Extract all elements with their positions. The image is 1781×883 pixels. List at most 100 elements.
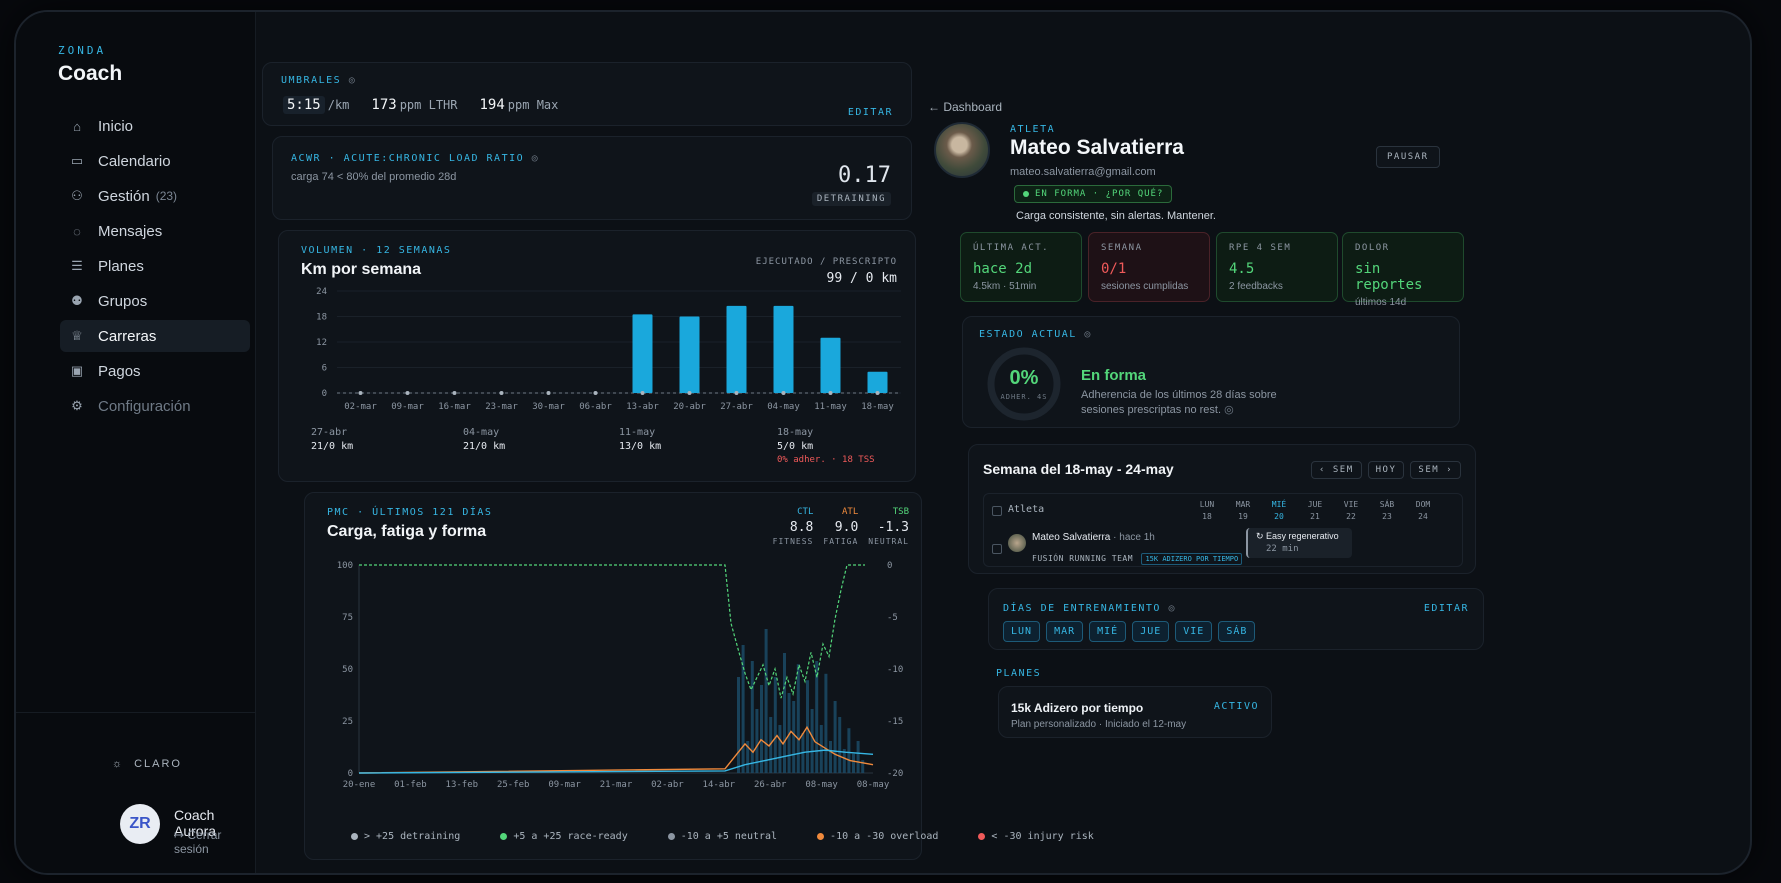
info-icon[interactable]: ◎ (348, 75, 357, 86)
volume-bar[interactable] (867, 371, 888, 393)
volume-x-tick: 11-may (814, 402, 847, 412)
metric-sub: FITNESS (772, 537, 814, 546)
sidebar-item-label: Planes (98, 257, 144, 275)
pmc-y2-tick: -20 (887, 769, 903, 779)
metric-sub: NEUTRAL (868, 537, 909, 546)
adherence-percent: 0% (1009, 367, 1039, 389)
volume-point (640, 391, 645, 395)
row-athlete[interactable]: Mateo Salvatierra · hace 1h (1032, 532, 1155, 543)
training-day-chip[interactable]: SÁB (1218, 621, 1256, 642)
max-value: 194 ppm Max (480, 97, 559, 113)
training-day-chip[interactable]: MIÉ (1089, 621, 1127, 642)
legend-label: -10 a -30 overload (830, 831, 939, 842)
theme-toggle[interactable]: ☼ CLARO (112, 758, 182, 770)
legend-dot-icon (978, 833, 986, 840)
pmc-load-bar (773, 677, 777, 773)
week-day-name: MAR (1235, 500, 1251, 509)
avatar[interactable]: ZR (120, 804, 160, 844)
info-icon[interactable]: ◎ (531, 153, 540, 164)
volume-bar[interactable] (679, 316, 700, 394)
plan-name: 15k Adizero por tiempo (1011, 701, 1144, 715)
pause-button[interactable]: PAUSAR (1376, 146, 1440, 168)
week-today-button[interactable]: HOY (1367, 461, 1405, 479)
info-icon[interactable]: ◎ (1168, 603, 1176, 614)
pmc-load-bar (750, 661, 754, 773)
training-day-chip[interactable]: JUE (1132, 621, 1170, 642)
estado-title: En forma (1081, 367, 1147, 384)
info-icon[interactable]: ◎ (1224, 404, 1234, 416)
row-checkbox[interactable] (992, 544, 1002, 554)
sidebar-item-8[interactable]: ⚙ Configuración (60, 390, 250, 422)
thresholds-edit-button[interactable]: EDITAR (847, 107, 893, 118)
sidebar-item-5[interactable]: ⚉ Grupos (60, 285, 250, 317)
training-days-edit-button[interactable]: EDITAR (1423, 603, 1469, 614)
pmc-load-bar (737, 677, 740, 773)
volume-bar[interactable] (820, 337, 841, 393)
sidebar-item-label: Carreras (98, 327, 157, 345)
sidebar-item-7[interactable]: ▣ Pagos (60, 355, 250, 387)
pmc-legend-item: < -30 injury risk (978, 831, 1094, 842)
volume-y-tick: 0 (322, 389, 327, 399)
summary-date: 18-may (777, 427, 814, 438)
kpi-label: DOLOR (1355, 243, 1390, 253)
metric-value: 8.8 (789, 520, 814, 535)
kpi-sub: sesiones cumplidas (1101, 281, 1189, 292)
sidebar-item-label: Inicio (98, 117, 134, 135)
volume-bar-chart: 0 6 12 18 24 02-mar 09-mar 16-mar 23-mar 30-mar 06… (316, 287, 901, 412)
volume-summary-item: 11-may 13/0 km (619, 427, 661, 452)
session-chip[interactable]: ↻ Easy regenerativo 22 min (1246, 528, 1352, 558)
pmc-load-bar (796, 664, 800, 773)
legend-dot-icon (500, 833, 508, 840)
week-day-number: 20 (1274, 512, 1284, 521)
athlete-status[interactable]: EN FORMA · ¿POR QUÉ? (1014, 184, 1173, 203)
volume-bar[interactable] (632, 314, 653, 393)
volume-x-tick: 02-mar (344, 402, 377, 412)
tsb-line (359, 564, 865, 699)
pmc-load-bar (842, 749, 846, 773)
kpi-value: 4.5 (1229, 261, 1255, 277)
row-avatar (1008, 534, 1026, 552)
training-day-chip[interactable]: MAR (1046, 621, 1084, 642)
training-day-chip[interactable]: LUN (1003, 621, 1041, 642)
pmc-load-bar (815, 661, 819, 773)
kpi-sub: 4.5km · 51min (973, 281, 1037, 292)
week-day-header: SÁB 23 (1370, 500, 1404, 521)
volume-bar[interactable] (726, 305, 747, 393)
thresholds-label-text: UMBRALES (281, 75, 342, 86)
estado-desc-2-text: sesiones prescriptas no rest. (1081, 404, 1222, 416)
plan-card[interactable]: 15k Adizero por tiempo ACTIVO Plan perso… (998, 686, 1272, 738)
sidebar-item-2[interactable]: ⚇ Gestión (23) (60, 180, 250, 212)
estado-card: ESTADO ACTUAL ◎ 0% ADHER. 4S En forma Ad… (962, 316, 1460, 428)
week-card: Semana del 18-may - 24-may ‹ SEM HOY SEM… (968, 444, 1476, 574)
week-next-button[interactable]: SEM › (1410, 461, 1461, 479)
pmc-x-tick: 13-feb (446, 780, 479, 790)
summary-date: 27-abr (311, 427, 348, 438)
pmc-load-bar (861, 760, 865, 773)
row-team: FUSIÓN RUNNING TEAM (1032, 554, 1134, 563)
info-icon[interactable]: ◎ (1084, 329, 1092, 340)
adherence-ring-label: ADHER. 4S (1000, 393, 1048, 401)
sidebar-item-0[interactable]: ⌂ Inicio (60, 110, 250, 142)
volume-x-tick: 23-mar (485, 402, 518, 412)
volume-bar[interactable] (773, 305, 794, 393)
sidebar-item-3[interactable]: ◌ Mensajes (60, 215, 250, 247)
sidebar-item-4[interactable]: ☰ Planes (60, 250, 250, 282)
volume-point (828, 391, 833, 395)
back-link[interactable]: ← Dashboard (928, 100, 1003, 114)
select-all-checkbox[interactable] (992, 506, 1002, 516)
max-number: 194 (479, 97, 505, 113)
pmc-y-tick: 0 (348, 769, 353, 779)
week-day-header: MAR 19 (1226, 500, 1260, 521)
training-day-chip[interactable]: VIE (1175, 621, 1213, 642)
theme-label: CLARO (134, 758, 182, 770)
kpi-label: ÚLTIMA ACT. (973, 243, 1050, 253)
sidebar-item-1[interactable]: ▭ Calendario (60, 145, 250, 177)
legend-label: < -30 injury risk (991, 831, 1094, 842)
sidebar-item-6[interactable]: ♕ Carreras (60, 320, 250, 352)
summary-note: 0% adher. · 18 TSS (777, 455, 875, 465)
week-prev-button[interactable]: ‹ SEM (1311, 461, 1362, 479)
logout-link[interactable]: ↦ Cerrar sesión (174, 828, 255, 856)
user-name: Coach Aurora (174, 807, 217, 839)
sidebar: ZONDA Coach ⌂ Inicio ▭ Calendario ⚇ Gestión (2… (16, 12, 256, 873)
volume-point (499, 391, 504, 395)
